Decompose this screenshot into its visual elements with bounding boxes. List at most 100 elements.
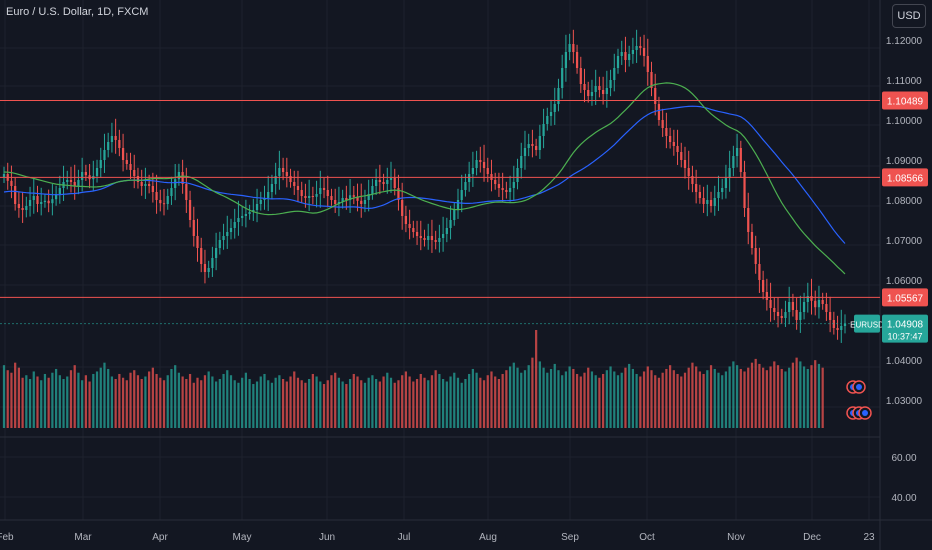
candle-body bbox=[66, 180, 69, 182]
volume-bar bbox=[263, 373, 266, 428]
volume-bar bbox=[17, 367, 21, 428]
price-tick-label: 1.04000 bbox=[886, 356, 923, 367]
candle-body bbox=[460, 190, 463, 200]
candle-body bbox=[538, 136, 541, 150]
volume-bar bbox=[363, 382, 367, 428]
volume-bar bbox=[308, 379, 311, 428]
volume-bar bbox=[267, 380, 270, 428]
volume-bar bbox=[709, 365, 713, 428]
candle-body bbox=[54, 194, 58, 200]
volume-bar bbox=[415, 379, 419, 428]
symbol-title: Euro / U.S. Dollar, 1D, FXCM bbox=[6, 6, 149, 18]
volume-bar bbox=[95, 371, 99, 428]
event-marker-dot bbox=[856, 384, 862, 390]
volume-bar bbox=[620, 372, 623, 428]
volume-bar bbox=[322, 384, 326, 428]
volume-bar bbox=[739, 368, 742, 428]
volume-bar bbox=[125, 380, 128, 428]
candle-body bbox=[616, 56, 620, 68]
volume-bar bbox=[713, 368, 716, 428]
currency-button[interactable]: USD bbox=[892, 4, 926, 28]
candle-body bbox=[371, 186, 374, 194]
candle-body bbox=[229, 228, 233, 232]
candle-body bbox=[397, 188, 400, 200]
volume-bar bbox=[6, 370, 9, 428]
volume-bar bbox=[683, 372, 687, 428]
candle-body bbox=[814, 300, 817, 308]
candle-body bbox=[620, 52, 623, 56]
candle-body bbox=[200, 248, 203, 264]
candle-body bbox=[721, 188, 724, 192]
candle-body bbox=[665, 128, 668, 136]
volume-bar bbox=[724, 371, 728, 428]
candle-body bbox=[36, 196, 39, 204]
candle-body bbox=[32, 196, 35, 200]
volume-bar bbox=[788, 367, 791, 428]
volume-bar bbox=[449, 376, 452, 428]
volume-bar bbox=[758, 363, 761, 428]
volume-bar bbox=[222, 373, 225, 428]
candle-body bbox=[21, 208, 24, 210]
candle-body bbox=[267, 192, 270, 198]
candle-body bbox=[758, 264, 761, 280]
candle-body bbox=[408, 224, 411, 228]
candle-body bbox=[322, 188, 326, 190]
volume-bar bbox=[490, 371, 493, 428]
candle-body bbox=[687, 168, 690, 176]
level-label: 1.08566 bbox=[887, 173, 924, 184]
volume-bar bbox=[196, 377, 199, 428]
volume-bar bbox=[378, 381, 381, 428]
volume-bar bbox=[568, 366, 571, 428]
candle-body bbox=[598, 86, 601, 90]
volume-bar bbox=[47, 377, 50, 428]
candle-body bbox=[352, 195, 355, 197]
candle-body bbox=[706, 200, 709, 204]
volume-bar bbox=[423, 377, 426, 428]
volume-bar bbox=[348, 379, 352, 428]
candle-body bbox=[285, 172, 288, 176]
volume-bar bbox=[114, 379, 117, 428]
volume-bar bbox=[750, 362, 754, 428]
candle-body bbox=[717, 192, 720, 198]
candle-body bbox=[214, 248, 218, 258]
volume-bar bbox=[192, 382, 195, 428]
volume-bar bbox=[92, 373, 95, 428]
volume-bar bbox=[155, 373, 158, 428]
candle-body bbox=[412, 228, 415, 232]
volume-bar bbox=[121, 377, 125, 428]
volume-bar bbox=[631, 368, 635, 428]
candle-body bbox=[151, 186, 154, 192]
candle-body bbox=[308, 196, 311, 198]
volume-bar bbox=[642, 371, 646, 428]
candle-body bbox=[311, 196, 314, 197]
volume-bar bbox=[278, 375, 281, 428]
time-tick-label: Aug bbox=[479, 532, 497, 543]
candle-body bbox=[51, 199, 54, 204]
volume-bar bbox=[159, 377, 162, 428]
candle-body bbox=[605, 88, 608, 94]
volume-bar bbox=[237, 382, 240, 428]
volume-bar bbox=[464, 379, 467, 428]
volume-bar bbox=[605, 370, 608, 428]
volume-bar bbox=[441, 379, 445, 428]
candle-body bbox=[389, 178, 393, 180]
level-label-bg bbox=[882, 168, 928, 187]
volume-bar bbox=[691, 362, 694, 428]
volume-bar bbox=[419, 373, 422, 428]
candle-body bbox=[788, 302, 791, 312]
volume-bar bbox=[393, 382, 396, 428]
candle-body bbox=[709, 200, 713, 206]
volume-bar bbox=[177, 372, 181, 428]
candle-body bbox=[28, 200, 32, 206]
volume-bar bbox=[516, 367, 519, 428]
volume-bar bbox=[445, 381, 448, 428]
candle-body bbox=[583, 84, 586, 90]
candle-body bbox=[99, 160, 102, 168]
candle-body bbox=[743, 172, 746, 208]
volume-bar bbox=[252, 384, 255, 428]
candle-body bbox=[594, 86, 597, 92]
volume-bar bbox=[259, 376, 262, 428]
candle-body bbox=[479, 160, 482, 162]
sma-green-line bbox=[3, 82, 846, 275]
